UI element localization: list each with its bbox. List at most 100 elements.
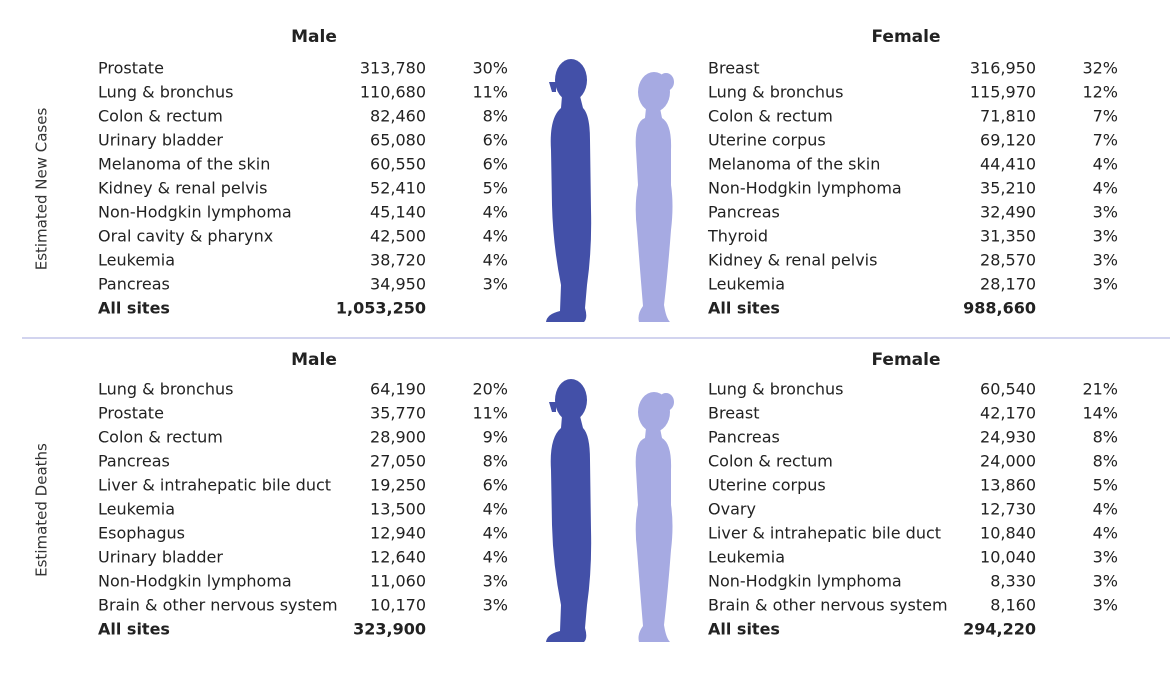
- percent: 14%: [1082, 404, 1118, 423]
- count: 52,410: [370, 179, 426, 198]
- count: 28,900: [370, 428, 426, 447]
- site-name: Lung & bronchus: [98, 83, 233, 102]
- count: 19,250: [370, 476, 426, 495]
- site-name: Leukemia: [98, 251, 175, 270]
- site-name: Leukemia: [708, 548, 785, 567]
- total-label: All sites: [98, 299, 170, 318]
- percent: 6%: [483, 155, 508, 174]
- site-name: Kidney & renal pelvis: [708, 251, 877, 270]
- count: 44,410: [980, 155, 1036, 174]
- percent: 4%: [483, 524, 508, 543]
- count: 82,460: [370, 107, 426, 126]
- percent: 5%: [1093, 476, 1118, 495]
- count: 10,840: [980, 524, 1036, 543]
- site-name: Prostate: [98, 59, 164, 78]
- group-title: Male: [291, 350, 337, 370]
- count: 10,040: [980, 548, 1036, 567]
- count: 10,170: [370, 596, 426, 615]
- count: 45,140: [370, 203, 426, 222]
- site-name: Colon & rectum: [708, 452, 833, 471]
- percent: 4%: [483, 251, 508, 270]
- count: 42,500: [370, 227, 426, 246]
- count: 8,330: [990, 572, 1036, 591]
- percent: 3%: [1093, 572, 1118, 591]
- count: 60,550: [370, 155, 426, 174]
- site-name: Liver & intrahepatic bile duct: [98, 476, 331, 495]
- percent: 3%: [483, 572, 508, 591]
- percent: 4%: [483, 500, 508, 519]
- site-name: Breast: [708, 59, 759, 78]
- total-count: 294,220: [963, 620, 1036, 639]
- percent: 6%: [483, 131, 508, 150]
- count: 38,720: [370, 251, 426, 270]
- percent: 7%: [1093, 131, 1118, 150]
- site-name: Non-Hodgkin lymphoma: [708, 572, 902, 591]
- count: 64,190: [370, 380, 426, 399]
- percent: 6%: [483, 476, 508, 495]
- percent: 4%: [1093, 155, 1118, 174]
- percent: 20%: [472, 380, 508, 399]
- site-name: Esophagus: [98, 524, 185, 543]
- count: 31,350: [980, 227, 1036, 246]
- site-name: Melanoma of the skin: [708, 155, 880, 174]
- count: 12,640: [370, 548, 426, 567]
- count: 69,120: [980, 131, 1036, 150]
- group-title: Female: [872, 27, 941, 47]
- site-name: Prostate: [98, 404, 164, 423]
- count: 27,050: [370, 452, 426, 471]
- percent: 4%: [483, 548, 508, 567]
- count: 42,170: [980, 404, 1036, 423]
- site-name: Lung & bronchus: [708, 380, 843, 399]
- site-name: Non-Hodgkin lymphoma: [708, 179, 902, 198]
- site-name: Urinary bladder: [98, 131, 223, 150]
- percent: 4%: [483, 227, 508, 246]
- site-name: Colon & rectum: [708, 107, 833, 126]
- count: 110,680: [360, 83, 426, 102]
- section-label: Estimated Deaths: [33, 443, 51, 577]
- percent: 8%: [483, 452, 508, 471]
- group-title: Male: [291, 27, 337, 47]
- site-name: Ovary: [708, 500, 756, 519]
- site-name: Brain & other nervous system: [98, 596, 338, 615]
- percent: 21%: [1082, 380, 1118, 399]
- count: 24,930: [980, 428, 1036, 447]
- site-name: Non-Hodgkin lymphoma: [98, 203, 292, 222]
- percent: 8%: [1093, 452, 1118, 471]
- site-name: Lung & bronchus: [708, 83, 843, 102]
- percent: 3%: [483, 596, 508, 615]
- site-name: Pancreas: [708, 428, 780, 447]
- site-name: Non-Hodgkin lymphoma: [98, 572, 292, 591]
- percent: 3%: [1093, 275, 1118, 294]
- site-name: Uterine corpus: [708, 476, 826, 495]
- site-name: Colon & rectum: [98, 428, 223, 447]
- site-name: Pancreas: [98, 275, 170, 294]
- percent: 4%: [1093, 524, 1118, 543]
- count: 8,160: [990, 596, 1036, 615]
- site-name: Lung & bronchus: [98, 380, 233, 399]
- percent: 3%: [1093, 251, 1118, 270]
- percent: 8%: [483, 107, 508, 126]
- site-name: Kidney & renal pelvis: [98, 179, 267, 198]
- count: 65,080: [370, 131, 426, 150]
- silhouettes: [546, 59, 674, 322]
- count: 34,950: [370, 275, 426, 294]
- percent: 11%: [472, 404, 508, 423]
- site-name: Brain & other nervous system: [708, 596, 948, 615]
- site-name: Melanoma of the skin: [98, 155, 270, 174]
- percent: 4%: [1093, 179, 1118, 198]
- total-label: All sites: [708, 299, 780, 318]
- site-name: Pancreas: [708, 203, 780, 222]
- count: 28,170: [980, 275, 1036, 294]
- male-silhouette: [546, 59, 592, 322]
- site-name: Oral cavity & pharynx: [98, 227, 273, 246]
- percent: 7%: [1093, 107, 1118, 126]
- count: 115,970: [970, 83, 1036, 102]
- site-name: Liver & intrahepatic bile duct: [708, 524, 941, 543]
- total-label: All sites: [98, 620, 170, 639]
- count: 32,490: [980, 203, 1036, 222]
- site-name: Pancreas: [98, 452, 170, 471]
- female-silhouette: [635, 72, 674, 322]
- percent: 4%: [1093, 500, 1118, 519]
